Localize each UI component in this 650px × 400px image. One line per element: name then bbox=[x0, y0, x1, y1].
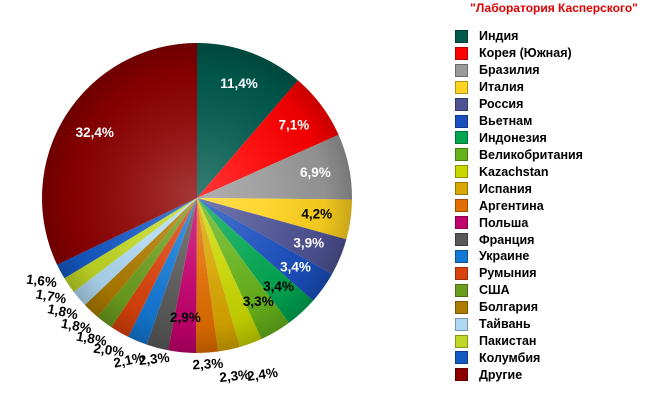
svg-text:3,3%: 3,3% bbox=[243, 294, 274, 309]
svg-text:32,4%: 32,4% bbox=[76, 125, 114, 140]
svg-text:3,4%: 3,4% bbox=[263, 279, 294, 294]
svg-text:1,6%: 1,6% bbox=[25, 272, 57, 291]
svg-text:4,2%: 4,2% bbox=[301, 206, 332, 221]
svg-text:3,4%: 3,4% bbox=[280, 260, 311, 275]
svg-text:7,1%: 7,1% bbox=[279, 117, 310, 132]
svg-text:3,9%: 3,9% bbox=[293, 236, 324, 251]
svg-text:2,3%: 2,3% bbox=[192, 356, 224, 373]
svg-text:11,4%: 11,4% bbox=[220, 76, 258, 91]
svg-text:6,9%: 6,9% bbox=[300, 165, 331, 180]
svg-text:2,4%: 2,4% bbox=[246, 365, 279, 384]
svg-text:2,9%: 2,9% bbox=[170, 310, 201, 325]
